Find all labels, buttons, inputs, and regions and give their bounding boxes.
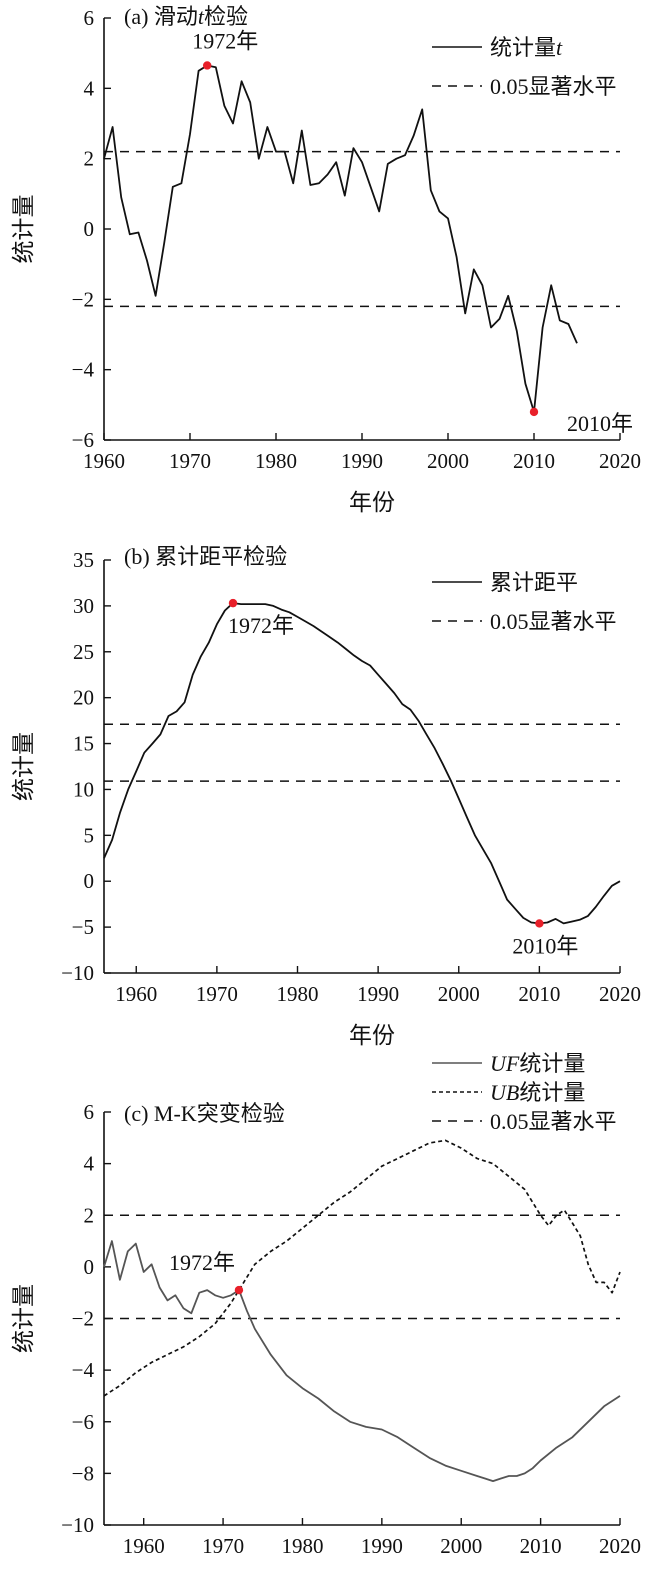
series-line-0 bbox=[103, 64, 578, 413]
x-tick-label: 1970 bbox=[196, 982, 238, 1006]
panel-c: 1960 1970 1980 1990 2000 2010 2020 −10 −8 −6 −4 −2 0… bbox=[11, 1051, 641, 1558]
x-tick-label: 1960 bbox=[115, 982, 157, 1006]
x-axis-title: 年份 bbox=[349, 490, 395, 515]
legend-label: UB统计量 bbox=[490, 1080, 585, 1105]
x-tick-label: 1990 bbox=[357, 982, 399, 1006]
x-tick-label: 2010 bbox=[520, 1534, 562, 1558]
highlight-marker bbox=[228, 598, 238, 608]
highlight-marker bbox=[535, 919, 544, 928]
panel-title-part: (a) 滑动 bbox=[124, 4, 198, 29]
legend-label: 0.05显著水平 bbox=[490, 1109, 617, 1134]
y-tick-label: −10 bbox=[61, 1513, 94, 1537]
y-tick-label: −6 bbox=[72, 1410, 94, 1434]
annotation-label: 1972年 bbox=[192, 28, 258, 53]
y-tick-label: 20 bbox=[73, 686, 94, 710]
x-tick-label: 2000 bbox=[440, 1534, 482, 1558]
legend-label: 累计距平 bbox=[490, 570, 578, 595]
x-tick-label: 1980 bbox=[277, 982, 319, 1006]
x-tick-label: 1970 bbox=[202, 1534, 244, 1558]
y-tick-label: −10 bbox=[61, 961, 94, 985]
y-tick-label: 0 bbox=[84, 869, 95, 893]
series-line-0 bbox=[103, 1240, 621, 1482]
y-tick-label: −5 bbox=[72, 915, 94, 939]
x-tick-label: 2010 bbox=[518, 982, 560, 1006]
y-tick-label: 15 bbox=[73, 732, 94, 756]
highlight-marker bbox=[203, 61, 212, 70]
legend-label: UF统计量 bbox=[490, 1051, 585, 1076]
panel-title: (a) 滑动t检验 bbox=[124, 4, 248, 29]
x-axis-title: 年份 bbox=[349, 1023, 395, 1048]
highlight-marker bbox=[234, 1285, 244, 1295]
x-tick-label: 2010 bbox=[513, 449, 555, 473]
x-tick-label: 1980 bbox=[281, 1534, 323, 1558]
y-tick-label: 4 bbox=[84, 1152, 95, 1176]
x-tick-label: 1980 bbox=[255, 449, 297, 473]
y-tick-label: 5 bbox=[84, 823, 95, 847]
panel-a: 1960 1970 1980 1990 2000 2010 2020 −6 −4 −2 0 2 4 6 年份… bbox=[11, 4, 641, 515]
x-tick-label: 2020 bbox=[599, 1534, 641, 1558]
y-tick-label: −2 bbox=[72, 287, 94, 311]
legend-label: 0.05显著水平 bbox=[490, 609, 617, 634]
series-line-1 bbox=[103, 1139, 621, 1397]
y-axis-title: 统计量 bbox=[11, 732, 36, 801]
annotation-label: 2010年 bbox=[512, 933, 578, 958]
series-line-0 bbox=[103, 602, 621, 925]
y-tick-label: 6 bbox=[84, 6, 95, 30]
panel-title: (c) M-K突变检验 bbox=[124, 1101, 285, 1126]
panel-b: 1960 1970 1980 1990 2000 2010 2020 −10 −5 0 5 10 15 2… bbox=[11, 544, 641, 1048]
legend-label: 统计量t bbox=[490, 35, 563, 60]
y-tick-label: 4 bbox=[84, 76, 95, 100]
y-tick-label: 6 bbox=[84, 1100, 95, 1124]
legend-label-part: UB bbox=[490, 1080, 519, 1105]
x-tick-label: 1990 bbox=[341, 449, 383, 473]
y-tick-label: 35 bbox=[73, 548, 94, 572]
x-tick-label: 2000 bbox=[427, 449, 469, 473]
y-tick-label: −2 bbox=[72, 1307, 94, 1331]
panel-title-part: 检验 bbox=[204, 4, 248, 29]
legend-label: 0.05显著水平 bbox=[490, 74, 617, 99]
legend-label-part: UF bbox=[490, 1051, 520, 1076]
y-tick-label: 25 bbox=[73, 640, 94, 664]
y-tick-label: 30 bbox=[73, 594, 94, 618]
y-tick-label: −6 bbox=[72, 428, 94, 452]
annotation-label: 1972年 bbox=[169, 1250, 235, 1275]
y-axis-title: 统计量 bbox=[11, 195, 36, 264]
x-tick-label: 1960 bbox=[123, 1534, 165, 1558]
y-tick-label: 10 bbox=[73, 777, 94, 801]
x-tick-label: 1960 bbox=[83, 449, 125, 473]
legend-label-part: 统计量 bbox=[519, 1051, 585, 1076]
x-tick-label: 1990 bbox=[361, 1534, 403, 1558]
annotation-label: 1972年 bbox=[228, 613, 294, 638]
legend-label-part: 统计量 bbox=[490, 35, 556, 60]
y-tick-label: 0 bbox=[84, 1255, 95, 1279]
y-tick-label: −4 bbox=[72, 358, 95, 382]
y-tick-label: 0 bbox=[84, 217, 95, 241]
panel-title: (b) 累计距平检验 bbox=[124, 544, 287, 569]
y-tick-label: −4 bbox=[72, 1358, 95, 1382]
y-tick-label: −8 bbox=[72, 1461, 94, 1485]
legend-label-part: 统计量 bbox=[519, 1080, 585, 1105]
y-axis-title: 统计量 bbox=[11, 1284, 36, 1353]
x-tick-label: 1970 bbox=[169, 449, 211, 473]
y-tick-label: 2 bbox=[84, 147, 95, 171]
y-tick-label: 2 bbox=[84, 1203, 95, 1227]
x-tick-label: 2000 bbox=[438, 982, 480, 1006]
panel-title-part: t bbox=[198, 4, 205, 29]
annotation-label: 2010年 bbox=[567, 411, 633, 436]
x-tick-label: 2020 bbox=[599, 449, 641, 473]
legend-label-part: t bbox=[556, 35, 563, 60]
x-tick-label: 2020 bbox=[599, 982, 641, 1006]
highlight-marker bbox=[529, 407, 539, 417]
